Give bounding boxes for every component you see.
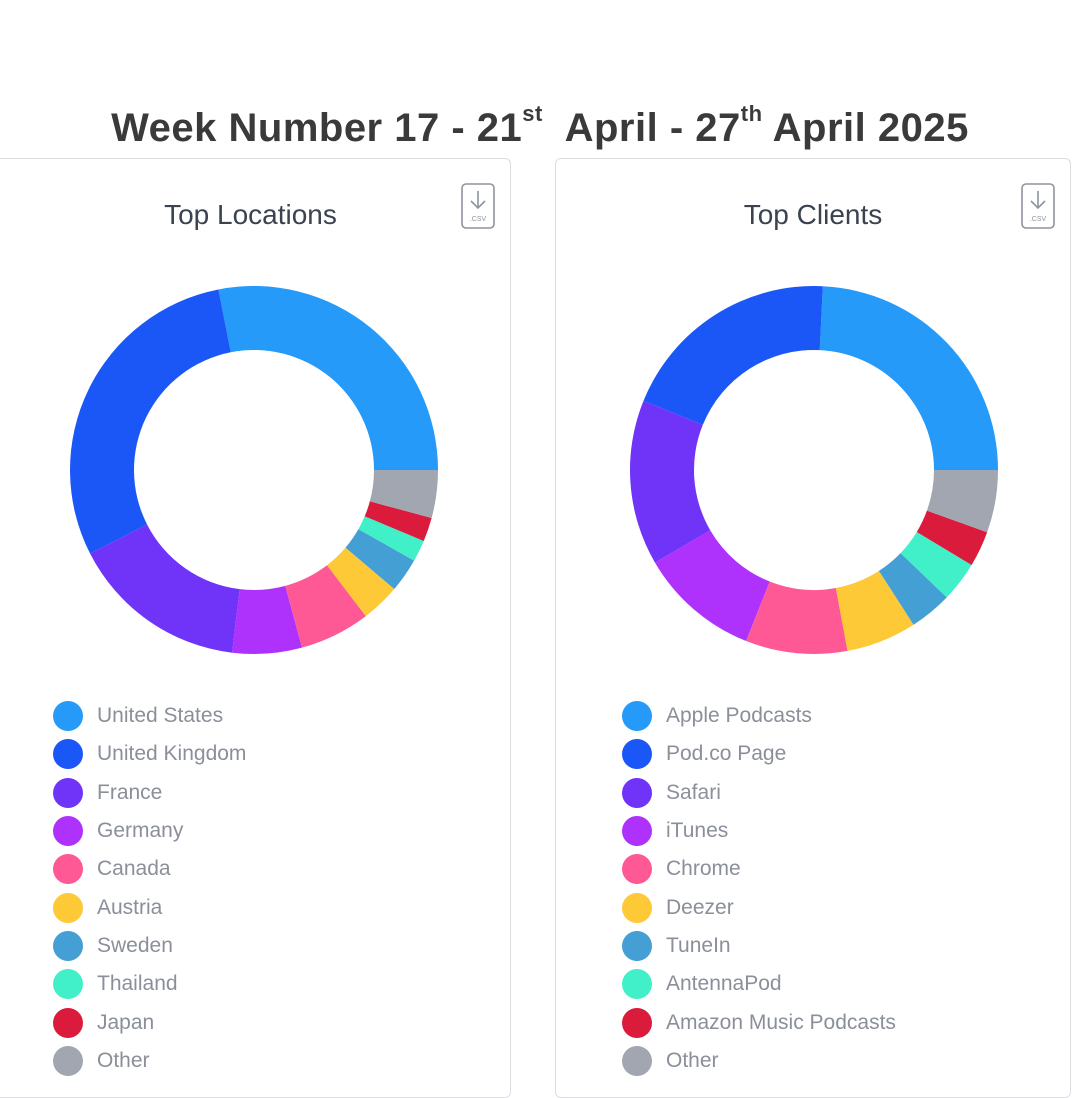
slice-other[interactable] — [926, 470, 998, 533]
legend-label: Apple Podcasts — [666, 704, 812, 728]
legend-label: AntennaPod — [666, 972, 782, 996]
legend-dot-icon — [53, 854, 83, 885]
slice-antennapod[interactable] — [900, 531, 972, 598]
top-locations-title: Top Locations — [164, 199, 337, 230]
legend-item-sweden[interactable]: Sweden — [53, 927, 246, 965]
legend-dot-icon — [622, 777, 652, 808]
legend-label: Pod.co Page — [666, 742, 787, 766]
slice-united-kingdom[interactable] — [69, 289, 231, 554]
slice-amazon-music-podcasts[interactable] — [916, 510, 988, 566]
legend-label: Safari — [666, 780, 721, 804]
legend-label: Other — [97, 1048, 150, 1072]
legend-label: Thailand — [97, 972, 178, 996]
legend-item-amazon-music-podcasts[interactable]: Amazon Music Podcasts — [622, 1003, 896, 1041]
legend-item-japan[interactable]: Japan — [53, 1003, 246, 1041]
legend-dot-icon — [53, 701, 83, 732]
legend-label: Other — [666, 1048, 719, 1072]
legend-item-other[interactable]: Other — [622, 1042, 896, 1080]
title-part-2: April - 27 — [564, 106, 741, 150]
csv-label: .CSV — [470, 216, 487, 223]
legend-dot-icon — [622, 892, 652, 923]
legend-item-france[interactable]: France — [53, 774, 246, 812]
slice-apple-podcasts[interactable] — [819, 286, 998, 470]
top-clients-title: Top Clients — [743, 199, 883, 230]
legend-label: Chrome — [666, 857, 741, 881]
legend-dot-icon — [53, 739, 83, 770]
title-sup-2: th — [740, 101, 763, 126]
legend-item-germany[interactable]: Germany — [53, 812, 246, 850]
legend-item-safari[interactable]: Safari — [622, 774, 896, 812]
slice-itunes[interactable] — [654, 530, 770, 642]
slice-safari[interactable] — [630, 400, 711, 563]
legend-dot-icon — [622, 969, 652, 1000]
legend-dot-icon — [53, 816, 83, 847]
legend-label: Deezer — [666, 895, 734, 919]
slice-japan[interactable] — [364, 501, 432, 541]
legend-label: TuneIn — [666, 933, 731, 957]
legend-dot-icon — [53, 930, 83, 961]
legend-label: Austria — [97, 895, 163, 919]
legend-dot-icon — [53, 777, 83, 808]
legend-item-apple-podcasts[interactable]: Apple Podcasts — [622, 697, 896, 735]
top-locations-panel: Top Locations .CSV United States United K… — [0, 158, 511, 1098]
legend-item-united-states[interactable]: United States — [53, 697, 246, 735]
legend-label: United Kingdom — [97, 742, 247, 766]
slice-austria[interactable] — [326, 547, 395, 617]
legend-dot-icon — [53, 892, 83, 923]
legend-item-itunes[interactable]: iTunes — [622, 812, 896, 850]
legend-item-united-kingdom[interactable]: United Kingdom — [53, 735, 246, 773]
slice-germany[interactable] — [232, 585, 302, 654]
slice-united-states[interactable] — [218, 286, 438, 470]
legend-label: Canada — [97, 857, 171, 881]
legend-item-other[interactable]: Other — [53, 1042, 246, 1080]
legend-dot-icon — [622, 701, 652, 732]
slice-pod-co-page[interactable] — [643, 286, 823, 425]
download-csv-icon[interactable]: .CSV — [461, 183, 495, 229]
slice-chrome[interactable] — [746, 581, 848, 654]
legend-item-thailand[interactable]: Thailand — [53, 965, 246, 1003]
legend-item-deezer[interactable]: Deezer — [622, 888, 896, 926]
legend-dot-icon — [622, 816, 652, 847]
title-part-3: April 2025 — [772, 106, 969, 150]
slice-other[interactable] — [369, 470, 438, 518]
title-sup-1: st — [522, 101, 543, 126]
legend-label: United States — [97, 704, 224, 728]
legend-label: Amazon Music Podcasts — [666, 1010, 896, 1034]
legend-item-canada[interactable]: Canada — [53, 850, 246, 888]
top-clients-legend: Apple Podcasts Pod.co Page Safari iTunes Chr… — [622, 697, 896, 1080]
legend-dot-icon — [53, 969, 83, 1000]
legend-dot-icon — [622, 854, 652, 885]
title-part-1: Week Number 17 - 21 — [111, 106, 523, 150]
top-clients-panel: Top Clients .CSV Apple Podcasts Pod.co Pa… — [555, 158, 1071, 1098]
legend-dot-icon — [53, 1007, 83, 1038]
download-csv-icon[interactable]: .CSV — [1021, 183, 1055, 229]
legend-item-antennapod[interactable]: AntennaPod — [622, 965, 896, 1003]
legend-dot-icon — [622, 739, 652, 770]
slice-deezer[interactable] — [835, 570, 914, 651]
legend-dot-icon — [622, 930, 652, 961]
legend-dot-icon — [53, 1045, 83, 1076]
legend-label: Sweden — [97, 933, 173, 957]
legend-label: iTunes — [666, 819, 729, 843]
legend-label: Japan — [97, 1010, 155, 1034]
top-locations-legend: United States United Kingdom France Germany… — [53, 697, 246, 1080]
legend-label: France — [97, 780, 163, 804]
slice-france[interactable] — [90, 524, 240, 653]
legend-item-tunein[interactable]: TuneIn — [622, 927, 896, 965]
top-locations-donut — [69, 286, 438, 654]
legend-item-austria[interactable]: Austria — [53, 888, 246, 926]
page-title: Week Number 17 - 21st April - 27th April… — [0, 103, 1080, 151]
legend-item-chrome[interactable]: Chrome — [622, 850, 896, 888]
slice-canada[interactable] — [285, 565, 366, 648]
slice-sweden[interactable] — [345, 529, 415, 590]
legend-item-pod-co-page[interactable]: Pod.co Page — [622, 735, 896, 773]
top-clients-donut — [630, 286, 998, 654]
legend-label: Germany — [97, 819, 184, 843]
legend-dot-icon — [622, 1007, 652, 1038]
legend-dot-icon — [622, 1045, 652, 1076]
slice-tunein[interactable] — [878, 553, 947, 625]
slice-thailand[interactable] — [358, 516, 424, 561]
csv-label: .CSV — [1030, 216, 1047, 223]
